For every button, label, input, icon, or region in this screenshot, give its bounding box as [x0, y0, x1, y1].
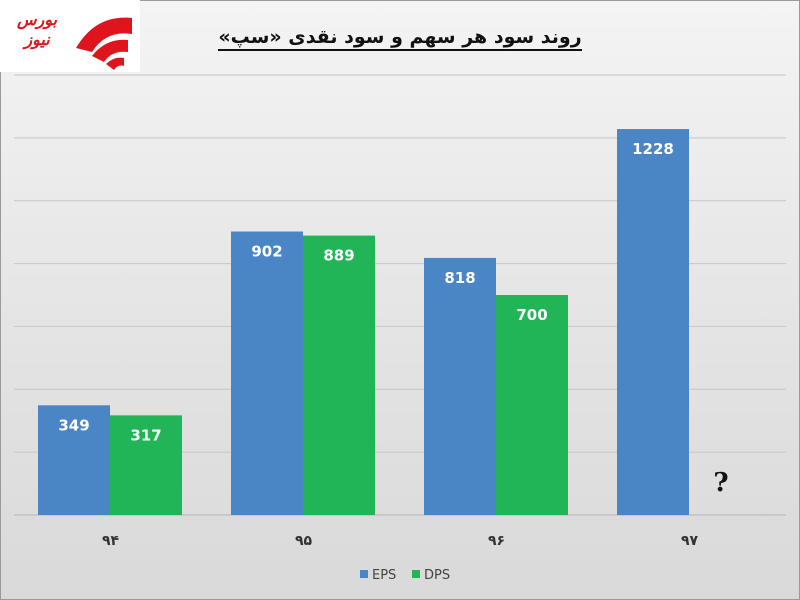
- bar-eps: [424, 257, 496, 515]
- data-label: 889: [323, 247, 354, 265]
- bar-dps: [303, 235, 375, 515]
- data-label-unknown: ?: [713, 468, 728, 498]
- x-tick-label: ۹۴: [102, 533, 120, 549]
- logo-mark-icon: [76, 17, 132, 70]
- data-label: 317: [130, 426, 161, 444]
- data-label: 700: [516, 306, 547, 324]
- data-label: 1228: [632, 140, 674, 158]
- x-tick-label: ۹۷: [681, 533, 699, 549]
- data-label: 902: [251, 243, 282, 261]
- x-tick-label: ۹۵: [295, 533, 313, 549]
- data-label: 349: [58, 416, 89, 434]
- bar-eps: [617, 129, 689, 516]
- logo-text: بورس نیوز: [17, 10, 57, 49]
- legend-label-eps: EPS: [372, 568, 396, 583]
- data-label: 818: [444, 269, 475, 287]
- chart-title: روند سود هر سهم و سود نقدی «سپ»: [200, 26, 600, 51]
- logo: بورس نیوز: [0, 0, 140, 72]
- legend-swatch-dps: [412, 570, 420, 578]
- bar-dps: [496, 295, 568, 515]
- bar-dps: [110, 415, 182, 515]
- x-tick-label: ۹۶: [488, 533, 505, 549]
- legend-swatch-eps: [360, 570, 368, 578]
- bar-eps: [38, 405, 110, 515]
- bar-eps: [231, 231, 303, 515]
- legend-label-dps: DPS: [424, 568, 450, 583]
